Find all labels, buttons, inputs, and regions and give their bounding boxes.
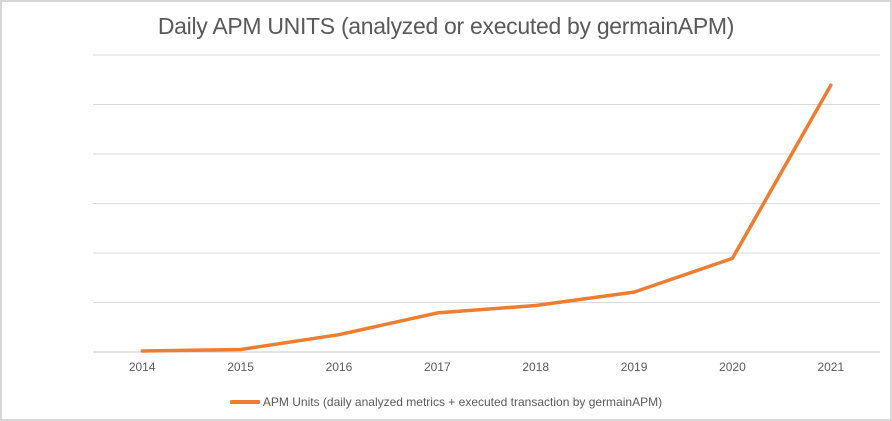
x-axis-label: 2015 xyxy=(227,360,254,374)
x-axis-label: 2020 xyxy=(719,360,746,374)
x-axis-label: 2019 xyxy=(620,360,648,374)
x-axis-label: 2016 xyxy=(325,360,353,374)
legend-line-swatch xyxy=(229,400,260,404)
series-line xyxy=(140,83,833,353)
legend: APM Units (daily analyzed metrics + exec… xyxy=(2,393,890,411)
plot-area xyxy=(93,54,880,353)
x-axis-label: 2014 xyxy=(128,360,156,374)
x-axis-label: 2021 xyxy=(817,360,845,374)
chart-title: Daily APM UNITS (analyzed or executed by… xyxy=(157,13,735,39)
legend-label: APM Units (daily analyzed metrics + exec… xyxy=(262,395,663,409)
x-axis-label: 2017 xyxy=(423,360,451,374)
x-axis-label: 2018 xyxy=(522,360,550,374)
line-chart-plot xyxy=(93,54,880,353)
x-axis: 2014 2015 2016 2017 2018 2019 2020 2021 xyxy=(93,359,880,375)
